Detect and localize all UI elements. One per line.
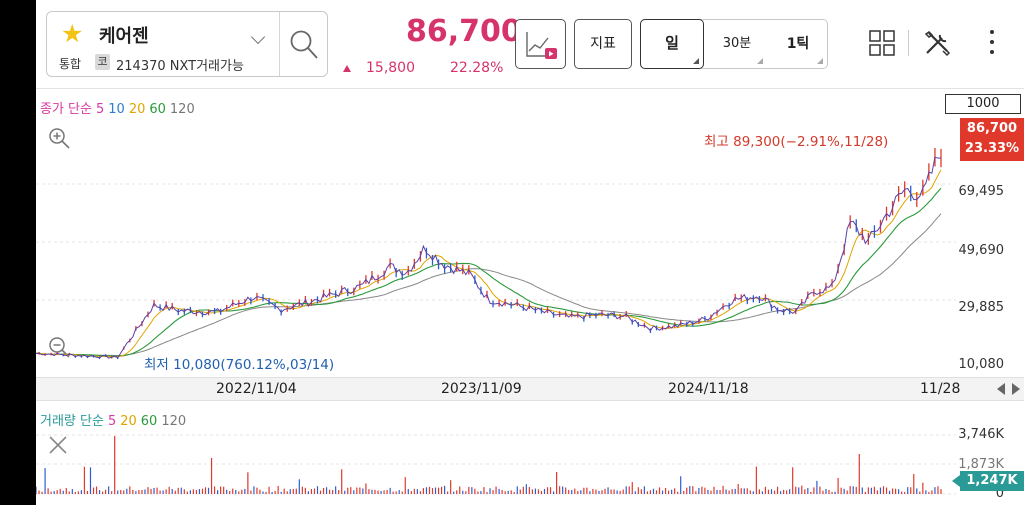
corner-marker — [817, 58, 823, 64]
current-price-badge: 86,700 23.33% — [960, 118, 1024, 161]
ma-60-label: 60 — [149, 102, 166, 117]
indicator-button[interactable]: 지표 — [574, 19, 632, 69]
price-legend[interactable]: 종가 단순 5 10 20 60 120 — [40, 98, 199, 117]
ma-5-label: 5 — [95, 102, 105, 117]
chevron-down-icon[interactable] — [250, 29, 266, 45]
chart-type-button[interactable] — [515, 19, 566, 69]
x-label-2: 2023/11/09 — [441, 381, 522, 397]
vol-y-label-2: 1,873K — [958, 457, 1004, 472]
search-icon[interactable] — [289, 28, 319, 60]
chart-screen: ★ 케어젠 통합 코 214370 NXT거래가능 86,700 15,800 … — [36, 0, 1024, 505]
price-chart[interactable] — [36, 112, 956, 377]
ma-10-label: 10 — [108, 102, 125, 117]
period-tick-label: 1틱 — [786, 36, 810, 52]
period-tick-button[interactable]: 1틱 — [769, 20, 827, 68]
current-volume-badge: 1,247K — [952, 471, 1024, 491]
badge-price: 86,700 — [966, 121, 1018, 136]
price-change: 15,800 — [366, 60, 415, 76]
ma60-series — [36, 187, 942, 357]
ma-120-label: 120 — [169, 102, 195, 117]
period-30min-button[interactable]: 30분 — [707, 20, 767, 68]
period-selector: 일 30분 1틱 — [640, 19, 828, 69]
period-day-button[interactable]: 일 — [640, 19, 704, 69]
market-chip: 코 — [95, 54, 110, 70]
current-price: 86,700 — [406, 14, 522, 49]
stock-name: 케어젠 — [99, 26, 149, 47]
vol-y-label-3: 0 — [995, 486, 1004, 501]
y-label-1: 69,495 — [958, 184, 1005, 199]
y-label-2: 49,690 — [958, 243, 1005, 258]
volume-legend[interactable]: 거래량 단순 5 20 60 120 — [40, 410, 190, 429]
y-label-3: 29,885 — [958, 300, 1005, 315]
vol-ma-60-label: 60 — [140, 414, 158, 429]
tools-icon[interactable] — [923, 29, 951, 57]
price-legend-prefix: 종가 단순 — [40, 102, 92, 117]
x-axis[interactable]: 2022/11/04 2023/11/09 2024/11/18 11/28 — [36, 377, 1024, 401]
vol-y-label-1: 3,746K — [958, 427, 1004, 442]
high-price-note: 최고 89,300(−2.91%,11/28) — [704, 134, 889, 150]
ma20-series — [36, 169, 942, 358]
x-label-1: 2022/11/04 — [216, 381, 297, 397]
stock-code: 214370 NXT거래가능 — [116, 59, 244, 74]
price-change-rate: 22.28% — [450, 60, 504, 76]
header-separator — [908, 30, 909, 56]
scroll-right-icon[interactable] — [1012, 383, 1020, 395]
stock-selector[interactable]: ★ 케어젠 통합 코 214370 NXT거래가능 — [46, 11, 328, 77]
x-label-3: 2024/11/18 — [668, 381, 749, 397]
period-day-label: 일 — [665, 34, 679, 52]
favorite-star-icon[interactable]: ★ — [61, 19, 84, 48]
header-divider — [36, 88, 1024, 89]
market-label: 통합 — [59, 57, 82, 71]
vol-ma-20-label: 20 — [120, 414, 137, 429]
candle-count-input[interactable]: 1000 — [945, 94, 1021, 114]
layout-grid-icon[interactable] — [869, 30, 895, 56]
volume-chart[interactable] — [36, 428, 956, 500]
badge-rate: 23.33% — [964, 141, 1020, 156]
corner-marker — [757, 58, 763, 64]
up-arrow-icon — [343, 65, 351, 72]
x-label-4: 11/28 — [920, 381, 961, 397]
y-label-4: 10,080 — [958, 357, 1005, 372]
low-price-note: 최저 10,080(760.12%,03/14) — [144, 357, 335, 373]
ma120-series — [36, 213, 942, 356]
pline-series — [36, 156, 942, 359]
vol-ma-5-label: 5 — [107, 414, 117, 429]
close-icon[interactable] — [48, 436, 68, 454]
vol-legend-prefix: 거래량 단순 — [40, 414, 104, 429]
search-divider — [279, 12, 280, 76]
scroll-left-icon[interactable] — [997, 383, 1005, 395]
line-chart-icon — [526, 32, 557, 59]
zoom-in-icon[interactable] — [48, 127, 70, 149]
corner-marker — [693, 58, 699, 64]
period-30min-label: 30분 — [722, 36, 752, 51]
vol-ma-120-label: 120 — [161, 414, 187, 429]
more-vertical-icon[interactable] — [981, 27, 1003, 61]
ma-20-label: 20 — [128, 102, 146, 117]
